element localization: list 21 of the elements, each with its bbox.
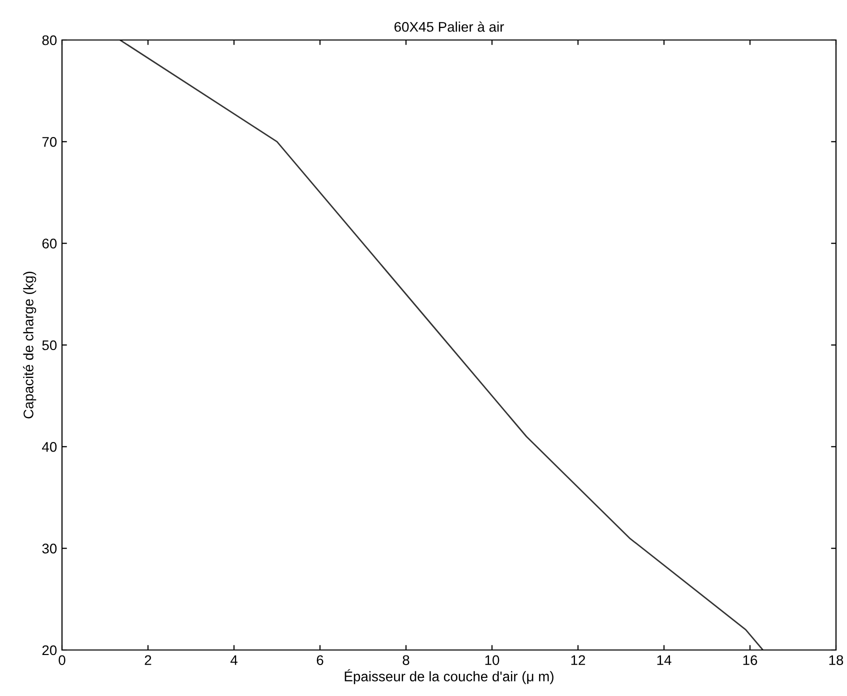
y-axis-title: Capacité de charge (kg): [23, 272, 36, 418]
x-tick-label: 0: [58, 655, 66, 666]
x-tick-label: 6: [316, 655, 324, 666]
x-tick-label: 18: [829, 655, 844, 666]
y-tick-label: 50: [42, 340, 57, 350]
x-tick-label: 12: [571, 655, 586, 665]
x-tick-label: 2: [144, 655, 152, 665]
x-tick-label: 14: [657, 655, 672, 665]
x-tick-label: 10: [485, 655, 500, 666]
line-series: [119, 40, 764, 650]
y-tick-label: 30: [42, 544, 57, 554]
chart-title: 60X45 Palier à air: [394, 21, 504, 32]
x-axis-title: Épaisseur de la couche d'air (μ m): [344, 669, 554, 684]
y-tick-label: 80: [42, 35, 57, 46]
x-tick-label: 16: [743, 655, 758, 666]
y-tick-label: 70: [42, 137, 57, 147]
y-tick-label: 60: [42, 238, 57, 249]
y-tick-label: 20: [42, 645, 57, 656]
y-tick-label: 40: [42, 442, 57, 452]
x-tick-label: 8: [402, 655, 410, 666]
x-tick-label: 4: [230, 655, 238, 665]
